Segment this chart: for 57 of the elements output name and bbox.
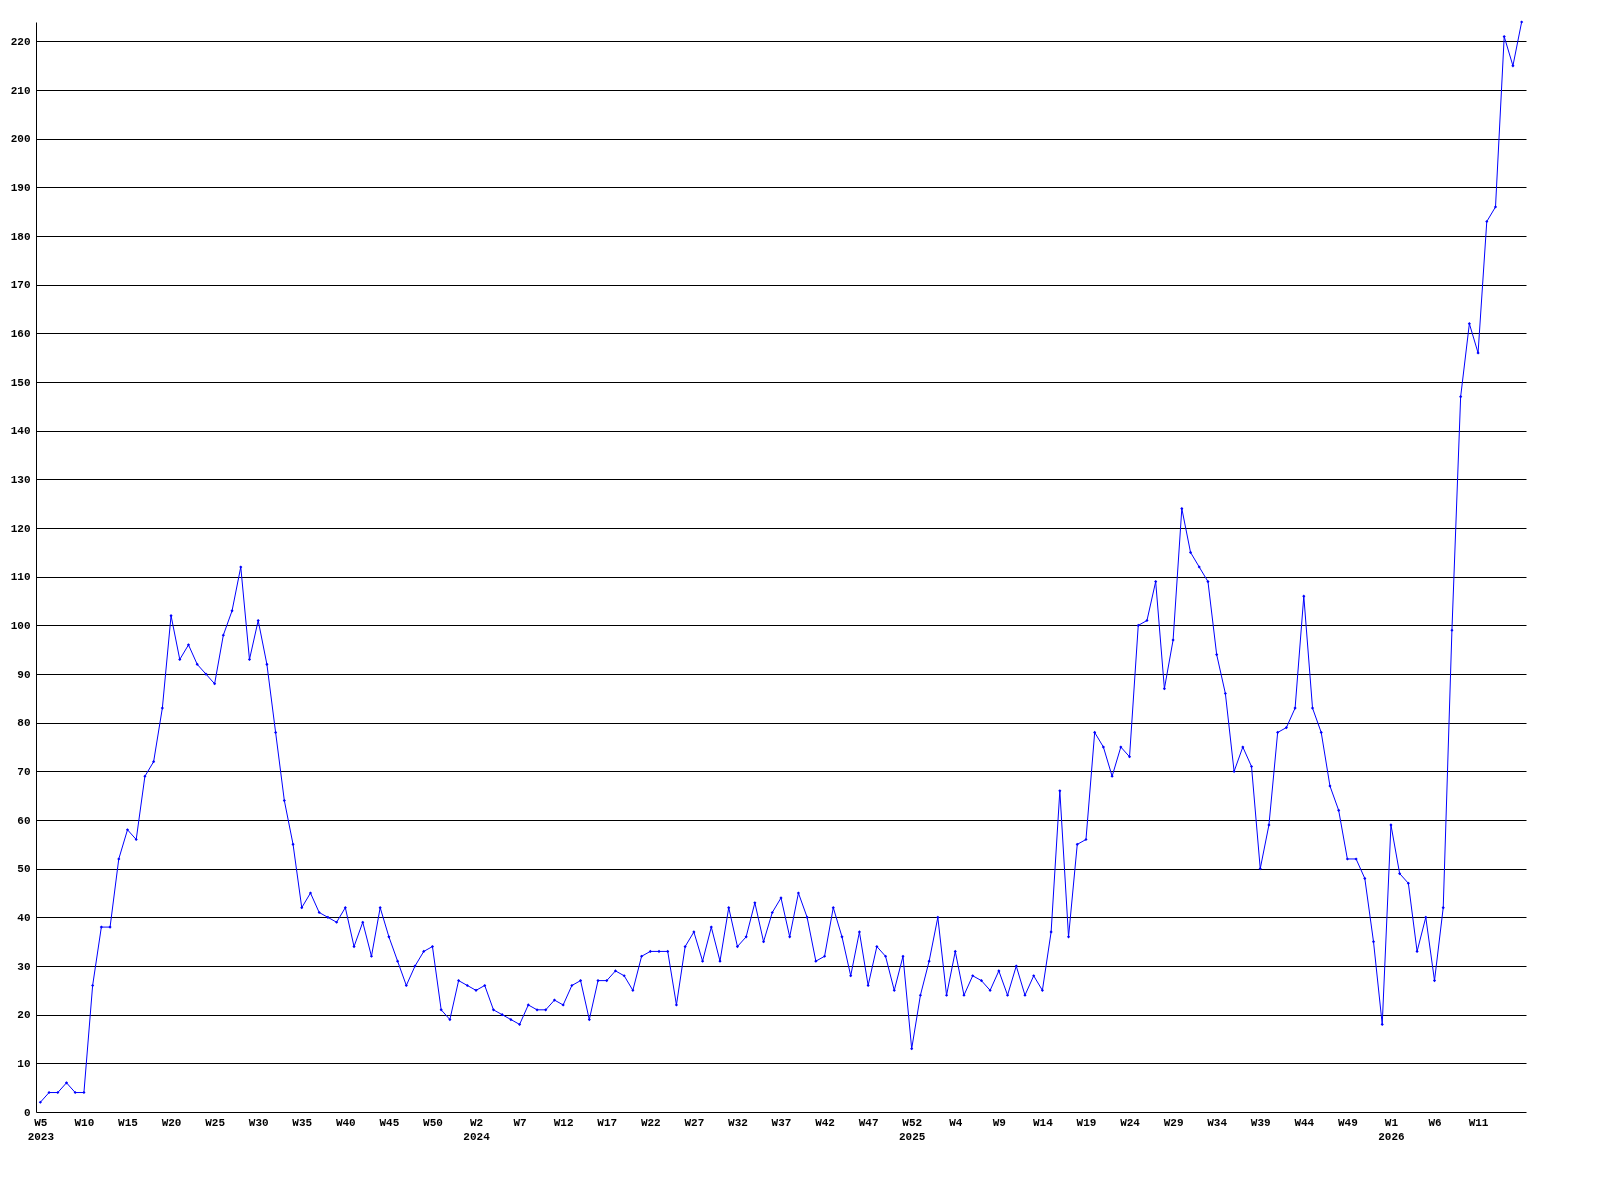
x-tick-label: W15 <box>118 1116 139 1129</box>
x-tick-label: W49 <box>1337 1116 1358 1129</box>
x-tick-label: W17 <box>597 1116 618 1129</box>
y-tick-label: 140 <box>10 425 31 438</box>
x-tick-label: W5 2023 <box>27 1116 55 1143</box>
y-tick-label: 0 <box>23 1106 31 1119</box>
x-tick-label: W50 <box>423 1116 443 1129</box>
y-tick-label: 80 <box>17 717 31 730</box>
y-tick-label: 120 <box>10 522 31 535</box>
x-tick-label: W34 <box>1207 1116 1228 1129</box>
y-tick-label: 160 <box>10 327 31 340</box>
y-tick-label: 150 <box>10 376 31 389</box>
x-tick-label: W42 <box>815 1116 835 1129</box>
y-tick-label: 90 <box>17 668 31 681</box>
x-tick-label: W52 2025 <box>899 1116 926 1143</box>
x-tick-label: W47 <box>858 1116 879 1129</box>
x-tick-label: W37 <box>771 1116 792 1129</box>
x-tick-label: W1 2026 <box>1378 1116 1405 1143</box>
x-tick-label: W32 <box>728 1116 748 1129</box>
y-tick-label: 30 <box>17 960 31 973</box>
x-tick-label: W2 2024 <box>463 1116 491 1143</box>
x-tick-label: W10 <box>74 1116 95 1129</box>
x-tick-label: W9 <box>992 1116 1006 1129</box>
y-tick-label: 40 <box>17 911 31 924</box>
x-tick-label: W11 <box>1468 1116 1489 1129</box>
y-tick-label: 100 <box>10 619 31 632</box>
x-tick-label: W44 <box>1294 1116 1315 1129</box>
x-tick-label: W12 <box>553 1116 574 1129</box>
y-tick-label: 220 <box>10 35 31 48</box>
x-tick-label: W27 <box>684 1116 705 1129</box>
x-tick-label: W45 <box>379 1116 400 1129</box>
y-tick-label: 130 <box>10 473 31 486</box>
y-tick-label: 200 <box>10 133 31 146</box>
x-tick-label: W40 <box>335 1116 356 1129</box>
x-tick-label: W6 <box>1428 1116 1442 1129</box>
y-tick-label: 210 <box>10 84 31 97</box>
x-tick-label: W35 <box>292 1116 313 1129</box>
y-tick-label: 110 <box>10 571 31 584</box>
x-tick-label: W7 <box>513 1116 527 1129</box>
y-tick-label: 20 <box>17 1009 31 1022</box>
x-tick-label: W39 <box>1250 1116 1271 1129</box>
y-tick-label: 70 <box>17 765 31 778</box>
x-tick-label: W14 <box>1033 1116 1054 1129</box>
y-tick-label: 170 <box>10 279 31 292</box>
x-tick-label: W22 <box>640 1116 661 1129</box>
y-tick-label: 180 <box>10 230 31 243</box>
x-tick-label: W20 <box>161 1116 182 1129</box>
x-tick-label: W30 <box>248 1116 269 1129</box>
x-tick-label: W29 <box>1163 1116 1184 1129</box>
y-tick-label: 50 <box>17 863 31 876</box>
x-tick-label: W24 <box>1120 1116 1141 1129</box>
y-tick-label: 10 <box>17 1057 31 1070</box>
x-tick-label: W25 <box>205 1116 226 1129</box>
x-tick-label: W4 <box>949 1116 963 1129</box>
y-tick-label: 60 <box>17 814 31 827</box>
y-tick-label: 190 <box>10 181 31 194</box>
x-tick-label: W19 <box>1076 1116 1097 1129</box>
